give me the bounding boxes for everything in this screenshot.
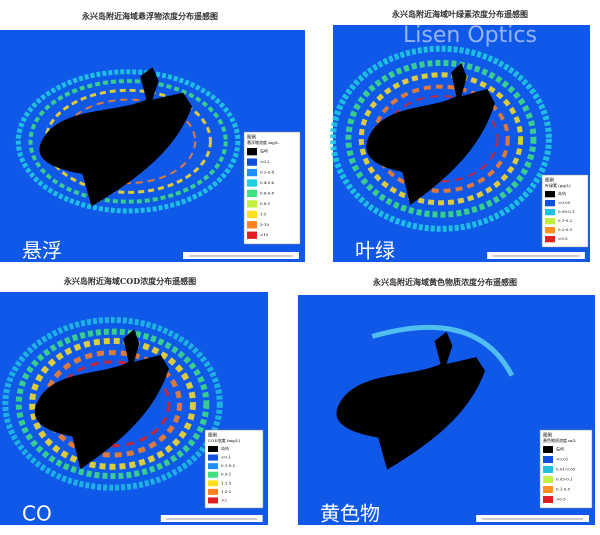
legend-label: 0.8-1: [260, 201, 270, 206]
legend-swatch: [247, 210, 257, 218]
watermark: Lisen Optics: [403, 23, 537, 48]
legend-title: 图例: [545, 177, 554, 184]
legend-subtitle: 黄色物质浓度 m/L: [543, 437, 576, 443]
map-title: 永兴岛附近海域悬浮物浓度分布遥感图: [81, 11, 218, 21]
legend-swatch: [543, 466, 553, 473]
legend-label: <0.2: [260, 159, 270, 164]
legend-swatch: [208, 463, 218, 470]
panel-label: CO: [22, 502, 52, 526]
map-title: 永兴岛附近海域叶绿素浓度分布遥感图: [391, 9, 528, 19]
legend-label: >0.5: [556, 497, 566, 502]
scale-bar: [476, 515, 590, 522]
legend-swatch: [545, 227, 555, 234]
legend-swatch: [545, 236, 555, 243]
legend-label: <0.1: [221, 455, 231, 460]
map-title: 永兴岛附近海域黄色物质浓度分布遥感图: [372, 277, 517, 287]
legend-swatch: [247, 179, 257, 187]
legend-label: >0.5: [558, 236, 568, 241]
legend-label: 0.4-0.6: [260, 180, 275, 185]
legend-swatch: [208, 471, 218, 478]
legend-label: 0.6-0.8: [260, 190, 275, 195]
concentration-zone: [372, 84, 510, 193]
concentration-zone: [29, 337, 196, 470]
legend-label: 0.05-0.1: [556, 477, 573, 482]
legend-swatch: [545, 191, 555, 198]
legend-swatch: [247, 200, 257, 208]
legend-label: 0.5-1: [221, 472, 231, 477]
legend-swatch: [208, 480, 218, 487]
legend-swatch: [247, 168, 257, 177]
island: [34, 329, 169, 470]
legend-swatch: [247, 189, 257, 198]
island: [336, 331, 486, 470]
island: [39, 67, 193, 207]
legend-subtitle: COD浓度 (mg/L): [208, 437, 241, 443]
map-title: 永兴岛附近海域COD浓度分布遥感图: [63, 276, 196, 286]
legend-label: 0.1-0.2: [558, 218, 573, 223]
panel-label: 悬浮: [22, 239, 62, 263]
legend-label: <0.01: [556, 457, 568, 462]
legend-swatch: [247, 158, 257, 166]
legend-label: 岛屿: [558, 190, 566, 196]
legend-label: 0.01-0.05: [556, 467, 576, 472]
legend-subtitle: 悬浮物浓度 mg/L: [247, 139, 279, 145]
legend-swatch: [545, 218, 555, 225]
legend-label: 岛屿: [260, 148, 268, 154]
concentration-zone: [15, 69, 241, 214]
legend-swatch: [543, 486, 553, 493]
legend-label: <0.05: [558, 200, 571, 205]
legend-label: 0.1-0.5: [221, 463, 236, 468]
island: [366, 62, 495, 206]
legend-label: 0.2-0.4: [260, 170, 275, 175]
legend-title: 图例: [247, 134, 256, 141]
legend-title: 图例: [543, 432, 552, 439]
legend-title: 图例: [208, 432, 217, 439]
concentration-zone: [358, 72, 524, 206]
legend-subtitle: 叶绿素 (μg/L): [545, 182, 571, 188]
legend-swatch: [247, 221, 257, 229]
legend-label: 5-10: [260, 222, 269, 227]
panel-label: 黄色物: [320, 502, 380, 526]
legend-label: 1.5-2: [221, 489, 232, 494]
legend-swatch: [543, 456, 553, 463]
legend-swatch: [543, 476, 553, 483]
legend-swatch: [208, 446, 218, 452]
concentration-zone: [2, 316, 223, 491]
legend-swatch: [545, 200, 555, 207]
legend-label: 岛屿: [221, 445, 229, 451]
legend-swatch: [208, 497, 218, 504]
scale-bar: [160, 515, 263, 522]
legend-swatch: [247, 231, 257, 239]
concentration-zone: [28, 79, 228, 204]
concentration-zone: [15, 328, 210, 480]
legend-label: 0.05-0.1: [558, 209, 575, 214]
legend-swatch: [208, 488, 218, 495]
legend-label: 1-1.5: [221, 480, 232, 485]
legend-swatch: [543, 496, 553, 503]
legend-swatch: [543, 446, 553, 453]
scale-bar: [183, 252, 299, 259]
legend-swatch: [247, 148, 257, 156]
legend-label: 0.1-0.5: [556, 487, 571, 492]
legend-label: >2: [221, 497, 227, 502]
legend-swatch: [208, 454, 218, 461]
concentration-zone: [345, 59, 537, 218]
plume: [371, 324, 515, 377]
legend-swatch: [545, 209, 555, 216]
legend-label: 1-5: [260, 211, 267, 216]
scale-bar: [487, 252, 585, 259]
legend-label: 岛屿: [556, 446, 564, 452]
legend-label: 0.2-0.5: [558, 227, 573, 232]
legend-label: >10: [260, 232, 269, 237]
panel-label: 叶绿: [355, 239, 395, 263]
